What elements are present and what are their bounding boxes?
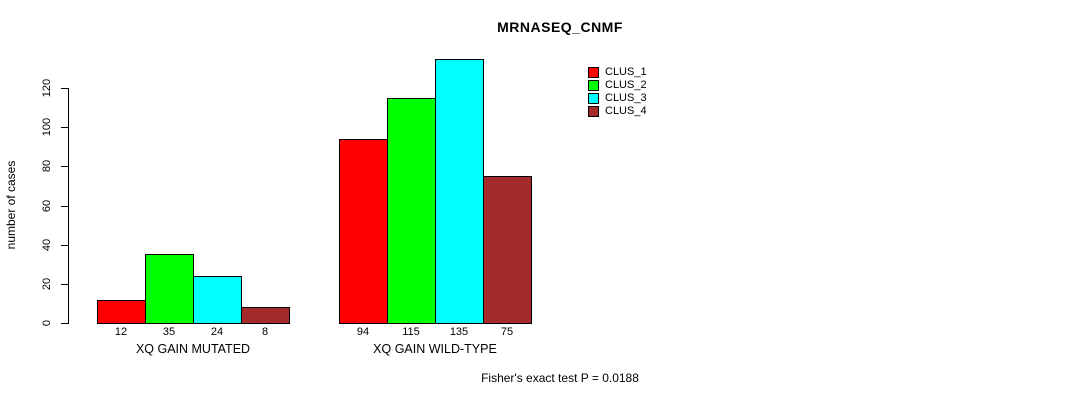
y-axis-tick (61, 206, 68, 207)
y-axis-tick-label: 100 (41, 117, 53, 137)
legend-swatch-clus_1 (588, 67, 599, 78)
y-axis-tick (61, 88, 68, 89)
chart-title: MRNASEQ_CNMF (497, 19, 623, 35)
legend-swatch-clus_2 (588, 80, 599, 91)
category-label-mutated: XQ GAIN MUTATED (135, 342, 251, 356)
y-axis-tick (61, 284, 68, 285)
legend: CLUS_1 CLUS_2 CLUS_3 CLUS_4 (588, 66, 647, 118)
bar-value-label: 8 (261, 326, 269, 338)
y-axis-tick-label: 20 (41, 277, 53, 291)
legend-item-clus_3: CLUS_3 (588, 92, 647, 105)
y-axis-tick-label: 120 (41, 78, 53, 98)
y-axis-line (68, 88, 69, 324)
bar-value-label: 75 (500, 326, 514, 338)
bar-clus_2-mutated (145, 254, 194, 324)
y-axis-tick (61, 166, 68, 167)
bar-value-label: 24 (210, 326, 224, 338)
legend-label: CLUS_3 (605, 92, 647, 104)
legend-swatch-clus_4 (588, 106, 599, 117)
legend-item-clus_1: CLUS_1 (588, 66, 647, 79)
legend-swatch-clus_3 (588, 93, 599, 104)
bar-value-label: 35 (162, 326, 176, 338)
y-axis-tick (61, 127, 68, 128)
y-axis-tick-label: 80 (41, 159, 53, 173)
legend-item-clus_2: CLUS_2 (588, 79, 647, 92)
bar-clus_2-wildtype (387, 98, 436, 324)
y-axis-tick-label: 60 (41, 199, 53, 213)
bar-clus_3-mutated (193, 276, 242, 324)
bar-clus_4-wildtype (483, 176, 532, 324)
bar-clus_3-wildtype (435, 59, 484, 324)
y-axis-title: number of cases (4, 160, 18, 250)
bar-value-label: 94 (356, 326, 370, 338)
y-axis-tick (61, 245, 68, 246)
category-label-wildtype: XQ GAIN WILD-TYPE (373, 342, 497, 356)
legend-label: CLUS_4 (605, 105, 647, 117)
y-axis-tick-label: 0 (41, 319, 53, 327)
y-axis-tick (61, 323, 68, 324)
bar-clus_1-wildtype (339, 139, 388, 324)
bar-value-label: 135 (449, 326, 469, 338)
bar-clus_4-mutated (241, 307, 290, 324)
bar-value-label: 12 (114, 326, 128, 338)
fisher-test-annotation: Fisher's exact test P = 0.0188 (481, 371, 639, 385)
bar-clus_1-mutated (97, 300, 146, 324)
bar-value-label: 115 (402, 326, 420, 338)
legend-label: CLUS_1 (605, 66, 647, 78)
legend-label: CLUS_2 (605, 79, 647, 91)
y-axis-tick-label: 40 (41, 238, 53, 252)
legend-item-clus_4: CLUS_4 (588, 105, 647, 118)
